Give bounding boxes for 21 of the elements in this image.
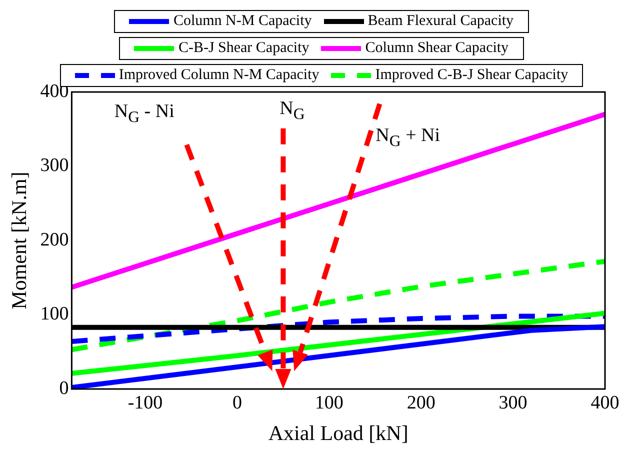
y-axis-title: Moment [kN.m] bbox=[7, 172, 32, 310]
x-tick-label: 100 bbox=[314, 392, 344, 414]
x-tick-label: -100 bbox=[128, 392, 163, 414]
legend-label: Column N-M Capacity bbox=[173, 13, 312, 30]
y-tick-label: 300 bbox=[40, 155, 69, 176]
legend-label: C-B-J Shear Capacity bbox=[178, 40, 310, 57]
y-tick-label: 200 bbox=[40, 229, 69, 250]
annotation: N$_{G}$ - Ni bbox=[114, 100, 174, 127]
legend-label: Improved Column N-M Capacity bbox=[118, 67, 320, 84]
x-axis-title: Axial Load [kN] bbox=[268, 420, 408, 445]
x-tick-label: 300 bbox=[498, 392, 528, 414]
legend-label: Improved C-B-J Shear Capacity bbox=[375, 67, 568, 84]
annotation: N$_{G}$ + Ni bbox=[376, 124, 440, 150]
x-tick-label: 400 bbox=[590, 392, 620, 414]
annotation: N$_{G}$ bbox=[280, 98, 305, 124]
y-tick-label: 100 bbox=[40, 304, 69, 325]
legend-label: Column Shear Capacity bbox=[365, 40, 509, 57]
x-tick-label: 0 bbox=[232, 392, 242, 414]
y-tick-label: 0 bbox=[59, 378, 69, 399]
x-tick-label: 200 bbox=[406, 392, 436, 414]
legend-label: Beam Flexural Capacity bbox=[368, 13, 514, 30]
